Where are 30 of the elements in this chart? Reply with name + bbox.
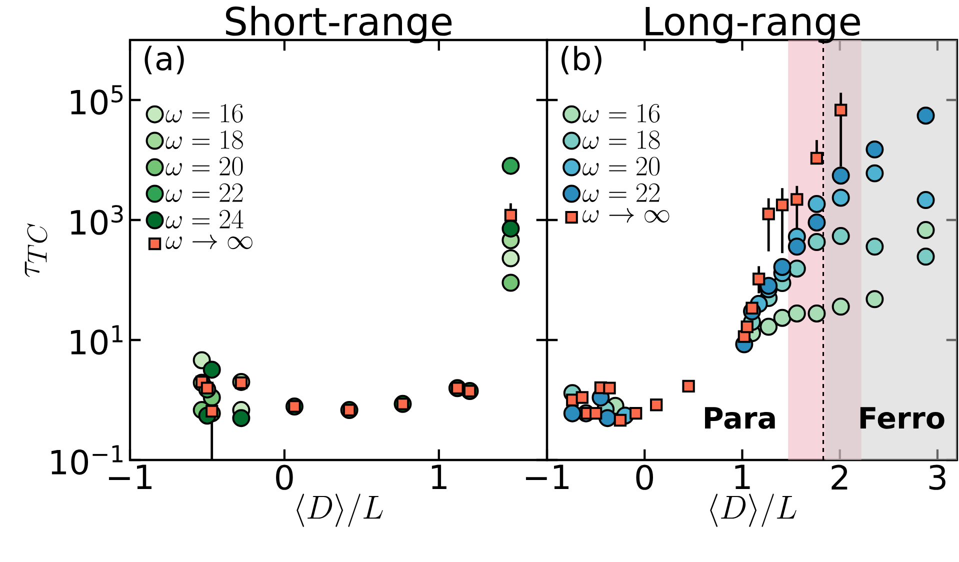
- legend-label: $\omega = 24$: [166, 210, 244, 228]
- y-tick-label: 10$^{3}$: [71, 205, 123, 235]
- legend-label: $\omega = 20$: [582, 156, 660, 176]
- chart-title: Long-range: [646, 7, 860, 44]
- legend-label: $\omega = 16$: [582, 104, 660, 123]
- legend-label: $\omega = 22$: [166, 183, 243, 202]
- legend-label: $\omega \to \infty$: [166, 234, 252, 250]
- x-axis-title: $\langle D\rangle/L$: [710, 494, 796, 527]
- x-tick-label: 3: [929, 464, 946, 490]
- y-tick-label: 10$^{5}$: [71, 85, 123, 115]
- legend-label: $\omega = 16$: [166, 104, 243, 123]
- x-tick-label: −1: [526, 464, 568, 490]
- legend-label: $\omega = 22$: [582, 183, 660, 202]
- x-tick-label: 0: [276, 464, 293, 490]
- annotation: Para: [705, 407, 775, 429]
- annotation: (a): [144, 46, 184, 74]
- legend-label: $\omega = 20$: [166, 156, 243, 176]
- y-axis-title: $\tau_{TC}$: [24, 224, 48, 278]
- x-axis-title: $\langle D\rangle/L$: [296, 494, 383, 527]
- y-tick-label: 10$^{1}$: [71, 325, 122, 355]
- legend-label: $\omega \to \infty$: [582, 208, 670, 223]
- legend-label: $\omega = 18$: [582, 130, 660, 150]
- x-tick-label: 1: [432, 464, 446, 490]
- annotation: Ferro: [860, 407, 944, 429]
- x-tick-label: 2: [832, 464, 848, 490]
- x-tick-label: 1: [735, 464, 750, 490]
- x-tick-label: 0: [636, 464, 654, 490]
- annotation: (b): [562, 46, 602, 74]
- chart-title: Short-range: [226, 6, 452, 44]
- legend-label: $\omega = 18$: [166, 130, 243, 150]
